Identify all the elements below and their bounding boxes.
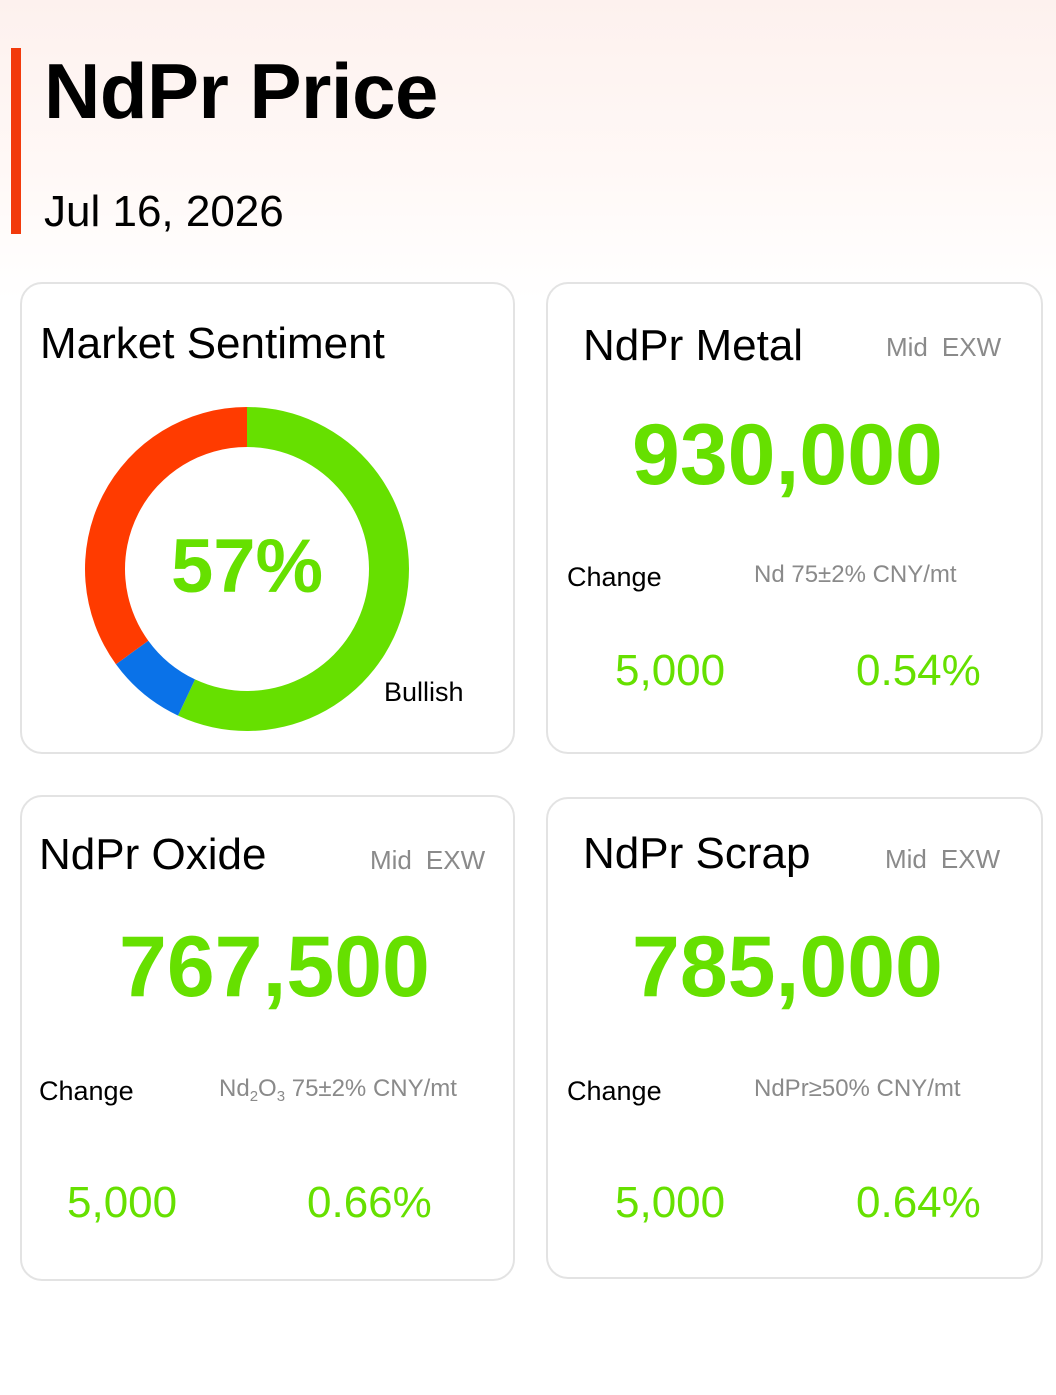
page-title: NdPr Price: [44, 47, 438, 135]
scrap-meta-type: Mid: [885, 844, 927, 874]
sentiment-percent: 57%: [170, 524, 324, 609]
oxide-price: 767,500: [119, 919, 430, 1015]
page-header: NdPr Price Jul 16, 2026: [0, 0, 1056, 260]
oxide-spec: Nd2O3 75±2% CNY/mt: [219, 1075, 457, 1105]
donut-segment-neutral: [115, 640, 196, 716]
page-date: Jul 16, 2026: [44, 187, 284, 236]
title-accent-bar: [11, 48, 21, 234]
sentiment-title: Market Sentiment: [40, 319, 385, 368]
metal-meta-basis: EXW: [941, 332, 1002, 362]
metal-change-abs: 5,000: [615, 646, 726, 695]
ndpr-oxide-card[interactable]: NdPr Oxide Mid EXW 767,500 Change Nd2O3 7…: [20, 795, 515, 1281]
oxide-meta: Mid EXW: [370, 847, 485, 873]
scrap-change-abs: 5,000: [615, 1178, 726, 1227]
sentiment-label: Bullish: [384, 677, 464, 707]
donut-segment-bullish: [178, 407, 409, 731]
oxide-change-label: Change: [39, 1076, 134, 1106]
scrap-meta: Mid EXW: [885, 846, 1000, 872]
scrap-title: NdPr Scrap: [583, 829, 811, 878]
metal-change-pct: 0.54%: [856, 646, 981, 695]
sentiment-donut-chart: [84, 407, 409, 731]
metal-meta-type: Mid: [886, 332, 928, 362]
header-background: [0, 0, 1056, 300]
oxide-meta-basis: EXW: [425, 845, 486, 875]
donut-segment-bearish: [84, 407, 247, 665]
metal-price: 930,000: [632, 407, 943, 503]
oxide-title: NdPr Oxide: [39, 830, 267, 879]
scrap-change-pct: 0.64%: [856, 1178, 981, 1227]
scrap-meta-basis: EXW: [940, 844, 1001, 874]
metal-meta: Mid EXW: [886, 334, 1001, 360]
metal-change-label: Change: [567, 562, 662, 592]
scrap-change-label: Change: [567, 1076, 662, 1106]
scrap-spec: NdPr≥50% CNY/mt: [754, 1075, 961, 1102]
scrap-price: 785,000: [632, 919, 943, 1015]
metal-title: NdPr Metal: [583, 321, 804, 370]
oxide-change-pct: 0.66%: [307, 1178, 432, 1227]
metal-spec: Nd 75±2% CNY/mt: [754, 561, 957, 588]
ndpr-scrap-card[interactable]: NdPr Scrap Mid EXW 785,000 Change NdPr≥50…: [546, 797, 1043, 1279]
market-sentiment-card[interactable]: Market Sentiment 57% Bullish: [20, 282, 515, 754]
ndpr-metal-card[interactable]: NdPr Metal Mid EXW 930,000 Change Nd 75±2…: [546, 282, 1043, 754]
oxide-change-abs: 5,000: [67, 1178, 178, 1227]
oxide-meta-type: Mid: [370, 845, 412, 875]
